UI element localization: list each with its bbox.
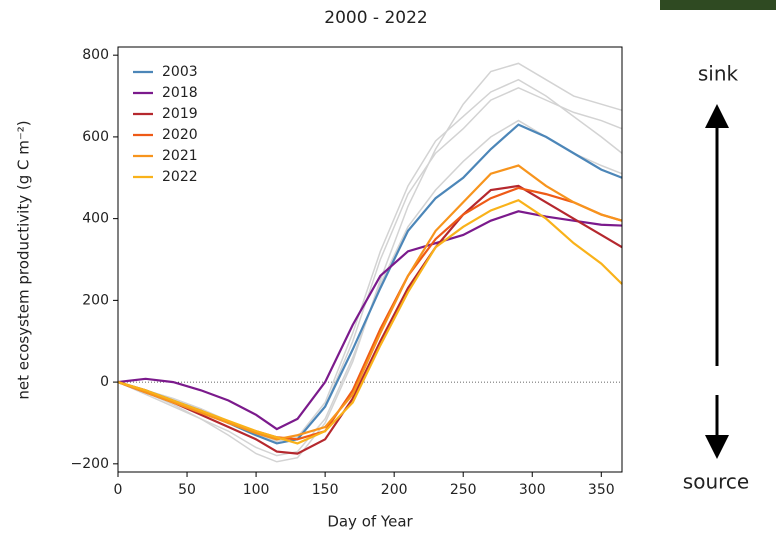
x-tick-label: 350 — [588, 482, 615, 498]
x-tick-label: 250 — [450, 482, 477, 498]
line — [118, 211, 622, 429]
chart: 2000 - 2022 Day of Year net ecosystem pr… — [0, 0, 776, 537]
annotation: source — [683, 470, 749, 494]
y-tick-label: 0 — [100, 374, 109, 390]
x-axis-label: Day of Year — [327, 513, 413, 531]
arrow-head — [705, 104, 729, 128]
y-tick-label: 200 — [82, 292, 109, 308]
y-tick-label: 400 — [82, 211, 109, 227]
photo — [660, 0, 776, 10]
y-tick-label: 600 — [82, 129, 109, 145]
legend-label: 2003 — [162, 64, 198, 80]
x-tick-label: 0 — [114, 482, 123, 498]
x-tick-label: 100 — [243, 482, 270, 498]
arrow-head — [705, 435, 729, 459]
y-tick-label: −200 — [71, 456, 109, 472]
line — [118, 200, 622, 443]
legend-label: 2022 — [162, 169, 198, 185]
y-axis-label: net ecosystem productivity (g C m⁻²) — [15, 120, 33, 399]
legend-label: 2021 — [162, 148, 198, 164]
legend-label: 2019 — [162, 106, 198, 122]
legend-label: 2020 — [162, 127, 198, 143]
line — [118, 186, 622, 454]
x-tick-label: 50 — [178, 482, 196, 498]
line — [118, 166, 622, 440]
x-tick-label: 300 — [519, 482, 546, 498]
x-tick-label: 150 — [312, 482, 339, 498]
annotation: sink — [698, 62, 739, 86]
y-tick-label: 800 — [82, 47, 109, 63]
x-tick-label: 200 — [381, 482, 408, 498]
legend-label: 2018 — [162, 85, 198, 101]
chart-title: 2000 - 2022 — [324, 8, 427, 28]
line — [118, 63, 622, 461]
